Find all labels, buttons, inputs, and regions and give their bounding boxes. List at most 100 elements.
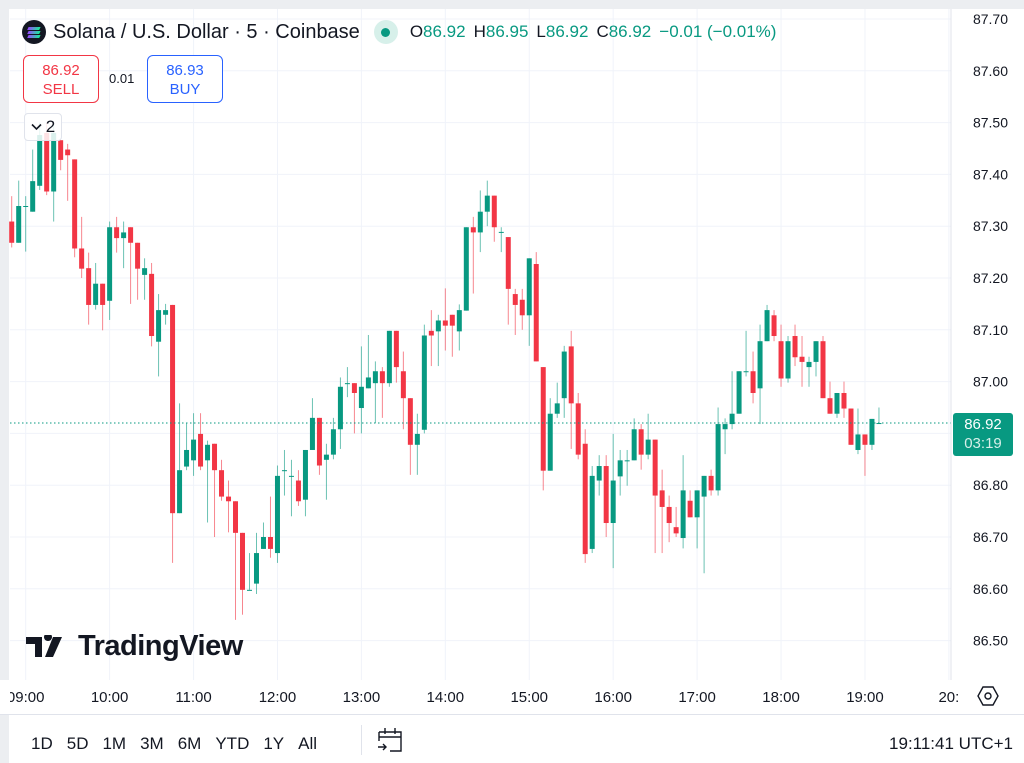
price-tick-label: 87.40: [973, 166, 1008, 182]
candle-body: [128, 227, 134, 243]
market-open-status-icon[interactable]: [373, 20, 398, 44]
candle: [267, 496, 273, 558]
range-6m-button[interactable]: 6M: [177, 734, 202, 753]
tradingview-watermark[interactable]: TradingView: [26, 630, 243, 663]
indicators-toggle-button[interactable]: 2: [24, 113, 62, 141]
candlestick-chart[interactable]: 87.70 87.60 87.50 87.40 87.30 87.20 87.10 87.00…: [0, 0, 1024, 714]
range-3m-button[interactable]: 3M: [140, 734, 164, 753]
price-tick-label: 87.30: [973, 218, 1008, 234]
candle-body: [191, 439, 197, 461]
candle: [778, 324, 784, 387]
candle: [848, 408, 854, 445]
candle-body: [212, 443, 218, 471]
symbol-title[interactable]: Solana / U.S. Dollar · 5 · Coinbase: [53, 20, 360, 43]
range-1y-button[interactable]: 1Y: [263, 734, 285, 753]
candle-body: [240, 532, 246, 590]
price-tick-label: 87.50: [973, 115, 1008, 131]
ohlc-label: O: [409, 22, 424, 41]
candle: [316, 417, 322, 475]
range-1d-button[interactable]: 1D: [31, 734, 53, 753]
candle-body: [309, 417, 315, 450]
price-tick-label: 87.00: [973, 374, 1008, 390]
time-tick-label: 17:00: [678, 689, 716, 706]
candle-body: [337, 386, 343, 430]
candle-body: [219, 470, 225, 497]
candle: [93, 262, 99, 310]
candle: [344, 367, 350, 398]
candle: [785, 336, 791, 383]
candle-body: [638, 429, 644, 455]
candle: [72, 159, 78, 258]
ohlc-label: H: [473, 22, 486, 41]
candle-body: [561, 351, 567, 399]
candle: [281, 449, 287, 496]
candle: [226, 480, 232, 533]
candle: [477, 190, 483, 253]
ohlc-values: O86.92 H86.95 L86.92 C86.92 −0.01 (−0.01…: [410, 22, 777, 42]
buy-button[interactable]: 86.93 BUY: [147, 55, 223, 103]
candle: [65, 143, 71, 201]
range-ytd-button[interactable]: YTD: [215, 734, 250, 753]
candle-body: [547, 413, 553, 471]
clock-timezone[interactable]: 19:11:41 UTC+1: [889, 734, 1013, 753]
candle-body: [226, 496, 232, 502]
candle-body: [869, 418, 875, 445]
candle-body: [170, 304, 176, 514]
candle-body: [715, 424, 721, 491]
last-price: 86.92: [964, 416, 1002, 433]
price-tick-label: 87.10: [973, 322, 1008, 338]
candle-body: [806, 361, 812, 368]
candle-body: [589, 475, 595, 549]
candle-body: [386, 330, 392, 384]
candle-body: [114, 227, 120, 239]
candle: [694, 490, 700, 549]
window-frame-left: [0, 0, 9, 763]
candle-body: [771, 315, 777, 337]
time-tick-label: 18:00: [762, 689, 800, 706]
candle: [253, 532, 259, 594]
tradingview-logo-icon: [26, 634, 62, 657]
candle: [198, 413, 204, 471]
candle: [86, 252, 92, 325]
candle-body: [351, 383, 357, 393]
go-to-date-calendar-icon[interactable]: [376, 727, 404, 753]
price-tick-label: 86.50: [973, 633, 1008, 649]
candle-body: [365, 377, 371, 389]
candle: [246, 553, 252, 591]
bar-countdown: 03:19: [964, 435, 1002, 452]
time-tick-label: 10:00: [91, 689, 129, 706]
sell-button[interactable]: 86.92 SELL: [23, 55, 99, 103]
candle: [212, 443, 218, 537]
candle-body: [834, 392, 840, 414]
candle: [736, 371, 742, 414]
range-all-button[interactable]: All: [298, 734, 318, 753]
candle-body: [302, 449, 308, 500]
candle: [729, 371, 735, 430]
candle-body: [121, 232, 127, 239]
ohlc-label: C: [596, 22, 609, 41]
buy-label: BUY: [169, 81, 201, 98]
settings-icon[interactable]: [977, 685, 999, 707]
candle: [813, 341, 819, 377]
candle-body: [30, 181, 36, 212]
candle: [673, 506, 679, 537]
candle: [547, 398, 553, 471]
candle-body: [855, 434, 861, 450]
range-1m-button[interactable]: 1M: [102, 734, 127, 753]
candle: [149, 262, 155, 347]
candle: [79, 216, 85, 278]
candle: [680, 455, 686, 549]
candle: [596, 455, 602, 496]
candle: [156, 294, 162, 377]
candle: [869, 418, 875, 450]
candle-body: [414, 433, 420, 445]
candle-body: [652, 439, 658, 496]
candle: [135, 242, 141, 300]
time-tick-label: 16:00: [594, 689, 632, 706]
candle: [142, 258, 148, 300]
range-5d-button[interactable]: 5D: [66, 734, 89, 753]
candle: [659, 469, 665, 554]
candle: [240, 532, 246, 615]
candle: [16, 180, 22, 243]
candle: [834, 392, 840, 418]
